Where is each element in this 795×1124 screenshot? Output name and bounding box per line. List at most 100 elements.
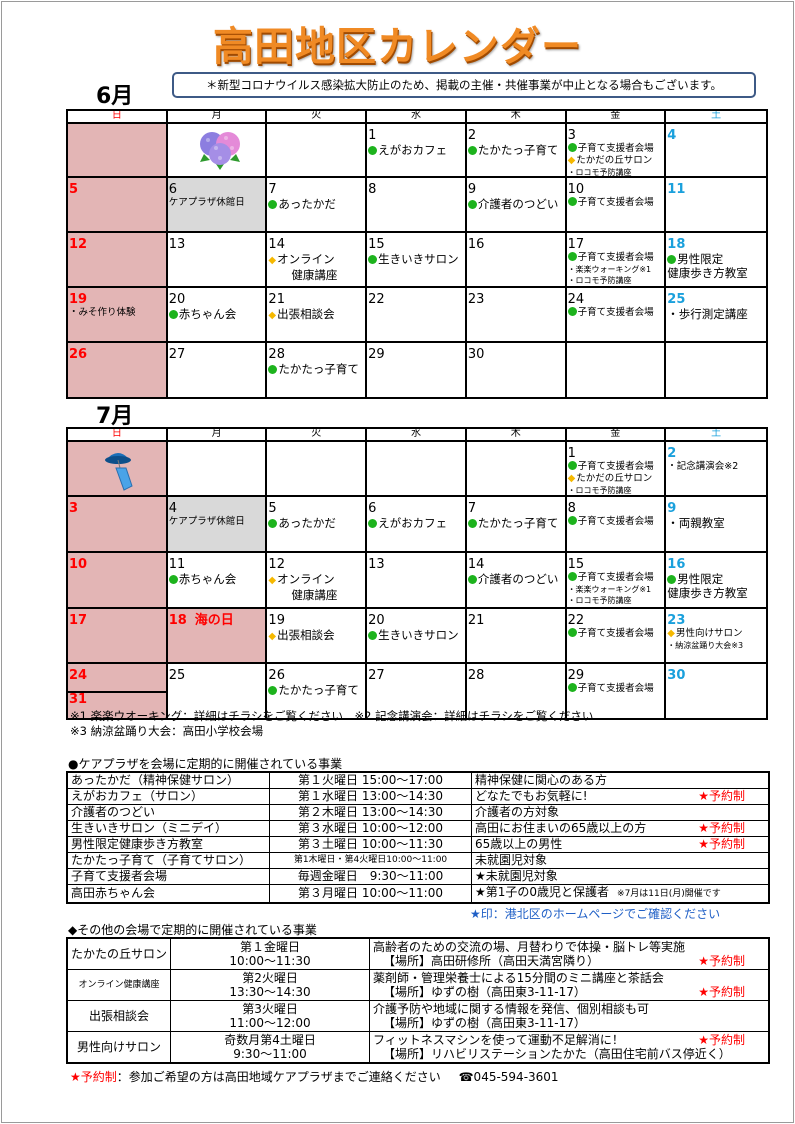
day-cell: 12 xyxy=(68,233,168,286)
event-item: 男性限定 xyxy=(667,252,765,266)
week-row: 24 31 25 26 たかたっ子育て 27 28 29 子育て支援者会場 30 xyxy=(68,664,766,718)
week-row: 17 18 海の日 19 ◆出張相談会 20 生きいきサロン 21 22 子育て支援者会場 23 ◆男… xyxy=(68,609,766,664)
weekday-label: 木 xyxy=(467,111,567,122)
event-schedule: 第1木曜日・第4火曜日10:00～11:00 xyxy=(269,852,472,869)
event-item: ◆男性向けサロン xyxy=(667,628,765,640)
day-number: 28 xyxy=(268,347,285,362)
table-row: 生きいきサロン（ミニデイ） 第３水曜日 10:00～12:00 高田にお住まいの65… xyxy=(66,820,770,837)
day-cell: 14 介護者のつどい xyxy=(467,553,567,607)
event-item: 赤ちゃん会 xyxy=(168,307,265,321)
day-number: 13 xyxy=(168,237,186,252)
day-cell: 2 たかたっ子育て xyxy=(467,124,567,176)
day-cell xyxy=(567,343,667,397)
green-circle-icon xyxy=(467,146,477,155)
green-circle-icon xyxy=(567,628,577,637)
day-cell xyxy=(168,442,268,495)
event-item: 子育て支援者会場 xyxy=(567,628,664,640)
day-cell: 18 海の日 xyxy=(167,609,268,662)
event-label: 子育て支援者会場 xyxy=(577,628,654,639)
event-name: 出張相談会 xyxy=(66,1000,172,1032)
orange-diamond-icon: ◆ xyxy=(567,155,576,166)
day-cell: 18 男性限定 健康歩き方教室 xyxy=(666,233,766,286)
day-cell: 3 xyxy=(68,497,168,551)
day-number: 8 xyxy=(567,501,576,516)
event-label: たかたっ子育て xyxy=(278,362,359,376)
table-row: 出張相談会 第3火曜日 11:00～12:00 介護予防や地域に関する情報を発信、個別… xyxy=(66,1000,770,1032)
schedule-day: 奇数月第4土曜日 xyxy=(224,1033,316,1047)
event-name: たかたっ子育て（子育てサロン） xyxy=(66,852,270,869)
day-cell: 24 子育て支援者会場 xyxy=(567,288,667,341)
day-number: 9 xyxy=(667,501,677,516)
day-cell: 7 あったかだ xyxy=(267,178,368,231)
day-cell: 19 ・みそ作り体験 xyxy=(68,288,168,341)
day-number: 14 xyxy=(268,237,285,252)
day-cell: 11 赤ちゃん会 xyxy=(168,553,268,607)
schedule-time: 13:30～14:30 xyxy=(229,985,311,999)
reservation-badge: ★予約制 xyxy=(698,789,745,803)
day-cell: 22 子育て支援者会場 xyxy=(567,609,667,662)
day-number: 21 xyxy=(268,292,285,307)
event-note: 精神保健に関心のある方 xyxy=(471,771,770,789)
event-item: 介護者のつどい xyxy=(467,197,564,211)
event-item: えがおカフェ xyxy=(368,516,464,530)
day-number: 15 xyxy=(368,237,385,252)
event-label: ・ロコモ予防講座 xyxy=(567,168,632,176)
description-line: 介護予防や地域に関する情報を発信、個別相談も可 xyxy=(373,1002,765,1016)
event-item: たかたっ子育て xyxy=(268,362,364,376)
event-name: 生きいきサロン（ミニデイ） xyxy=(66,820,270,837)
event-note-text: 精神保健に関心のある方 xyxy=(475,773,608,787)
event-label: 赤ちゃん会 xyxy=(178,307,237,321)
day-number: 18 xyxy=(168,613,187,628)
event-name: あったかだ（精神保健サロン） xyxy=(66,771,270,789)
green-circle-icon xyxy=(268,686,278,695)
day-number: 25 xyxy=(667,292,686,307)
green-circle-icon xyxy=(567,197,577,206)
orange-diamond-icon: ◆ xyxy=(268,575,277,586)
event-item: ◆出張相談会 xyxy=(268,628,364,644)
event-label: ・ロコモ予防講座 xyxy=(567,276,632,285)
day-cell: 6 ケアプラザ休館日 xyxy=(167,178,268,231)
schedule-time: 9:30～11:00 xyxy=(233,1047,307,1061)
cell-divider xyxy=(68,691,166,693)
day-number: 22 xyxy=(368,292,385,307)
event-note-text: どなたでもお気軽に! xyxy=(475,789,588,803)
event-label: ・ロコモ予防講座 xyxy=(567,596,632,605)
day-number: 8 xyxy=(368,182,377,197)
event-item: ・ロコモ予防講座 xyxy=(568,167,664,176)
reservation-badge: ★予約制 xyxy=(698,1033,745,1047)
footer: ★予約制：参加ご希望の方は高田地域ケアプラザまでご連絡ください ☎045-594… xyxy=(70,1068,559,1085)
day-number: 29 xyxy=(368,347,385,362)
event-label: 赤ちゃん会 xyxy=(178,572,237,586)
event-item: あったかだ xyxy=(268,516,364,530)
day-cell: 21 xyxy=(467,609,567,662)
event-label: ・ロコモ予防講座 xyxy=(567,486,632,495)
event-label: ケアプラザ休館日 xyxy=(168,516,245,527)
reservation-label: ★予約制 xyxy=(70,1070,117,1084)
event-label: 健康講座 xyxy=(268,268,338,282)
description-line: 高齢者のための交流の場、月替わりで体操・脳トレ等実施 xyxy=(373,940,765,954)
day-cell xyxy=(467,442,567,495)
day-cell: 12 ◆オンライン 健康講座 xyxy=(267,553,368,607)
green-circle-icon xyxy=(567,516,577,525)
table-row: あったかだ（精神保健サロン） 第１火曜日 15:00～17:00 精神保健に関心のあ… xyxy=(66,771,770,789)
event-item: 赤ちゃん会 xyxy=(168,572,265,586)
phone-number: ☎045-594-3601 xyxy=(458,1070,559,1084)
table-row: たかたの丘サロン 第１金曜日 10:00～11:30 高齢者のための交流の場、月替わり… xyxy=(66,937,770,970)
day-cell xyxy=(267,442,368,495)
event-note-text: 65歳以上の男性 xyxy=(475,837,563,851)
green-circle-icon xyxy=(168,310,178,319)
june-calendar: 日月火水木金土 1 えがおカフェ 2 たかたっ子育て 3 子育て支援者会場 ◆たかだの丘サロン… xyxy=(66,109,768,399)
day-cell: 16 xyxy=(467,233,567,286)
green-circle-icon xyxy=(368,631,378,640)
event-item: ◆オンライン xyxy=(268,572,364,588)
day-number: 23 xyxy=(467,292,485,307)
event-item: たかたっ子育て xyxy=(268,683,364,697)
event-label: えがおカフェ xyxy=(378,516,448,530)
venue-line: 【場所】ゆずの樹（高田東3-11-17） xyxy=(373,1016,765,1030)
day-cell: 23 xyxy=(467,288,567,341)
day-cell: 27 xyxy=(168,343,268,397)
day-number: 30 xyxy=(667,668,686,683)
event-name: オンライン健康講座 xyxy=(66,969,172,1001)
event-item: ・歩行測定講座 xyxy=(667,307,765,321)
table-row: えがおカフェ（サロン） 第１水曜日 13:00～14:30 どなたでもお気軽に! ★予… xyxy=(66,788,770,805)
